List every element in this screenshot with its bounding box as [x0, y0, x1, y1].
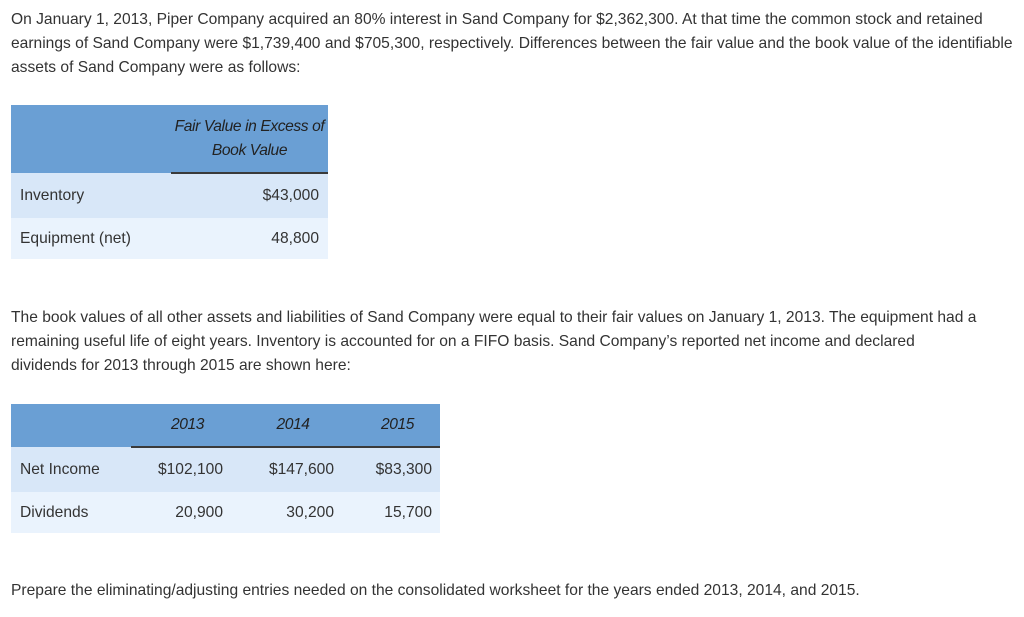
intro-paragraph: On January 1, 2013, Piper Company acquir…: [11, 11, 1013, 76]
dividends-2014: 30,200: [231, 492, 342, 533]
year-header-2015: 2015: [342, 404, 440, 448]
row-label-equipment: Equipment (net): [11, 218, 171, 259]
middle-paragraph: The book values of all other assets and …: [11, 309, 977, 374]
row-label-dividends: Dividends: [11, 492, 131, 533]
instruction-paragraph: Prepare the eliminating/adjusting entrie…: [11, 582, 860, 599]
row-label-inventory: Inventory: [11, 173, 171, 218]
fair-value-header: Fair Value in Excess of Book Value: [171, 105, 328, 174]
year-header-2014: 2014: [231, 404, 342, 448]
table-corner-cell: [11, 404, 131, 447]
table-row: Inventory $43,000: [11, 173, 328, 218]
net-income-2014: $147,600: [231, 447, 342, 492]
table-row: Dividends 20,900 30,200 15,700: [11, 492, 440, 533]
dividends-2013: 20,900: [131, 492, 231, 533]
table-row: Equipment (net) 48,800: [11, 218, 328, 259]
row-label-net-income: Net Income: [11, 447, 131, 492]
table-corner-cell: [11, 105, 171, 173]
value-inventory: $43,000: [171, 173, 328, 218]
net-income-2015: $83,300: [342, 447, 440, 492]
income-table: 2013 2014 2015 Net Income $102,100 $147,…: [11, 404, 440, 533]
net-income-2013: $102,100: [131, 447, 231, 492]
fair-value-table: Fair Value in Excess of Book Value Inven…: [11, 105, 328, 259]
value-equipment: 48,800: [171, 218, 328, 259]
dividends-2015: 15,700: [342, 492, 440, 533]
table-row: Net Income $102,100 $147,600 $83,300: [11, 447, 440, 492]
year-header-2013: 2013: [131, 404, 231, 448]
